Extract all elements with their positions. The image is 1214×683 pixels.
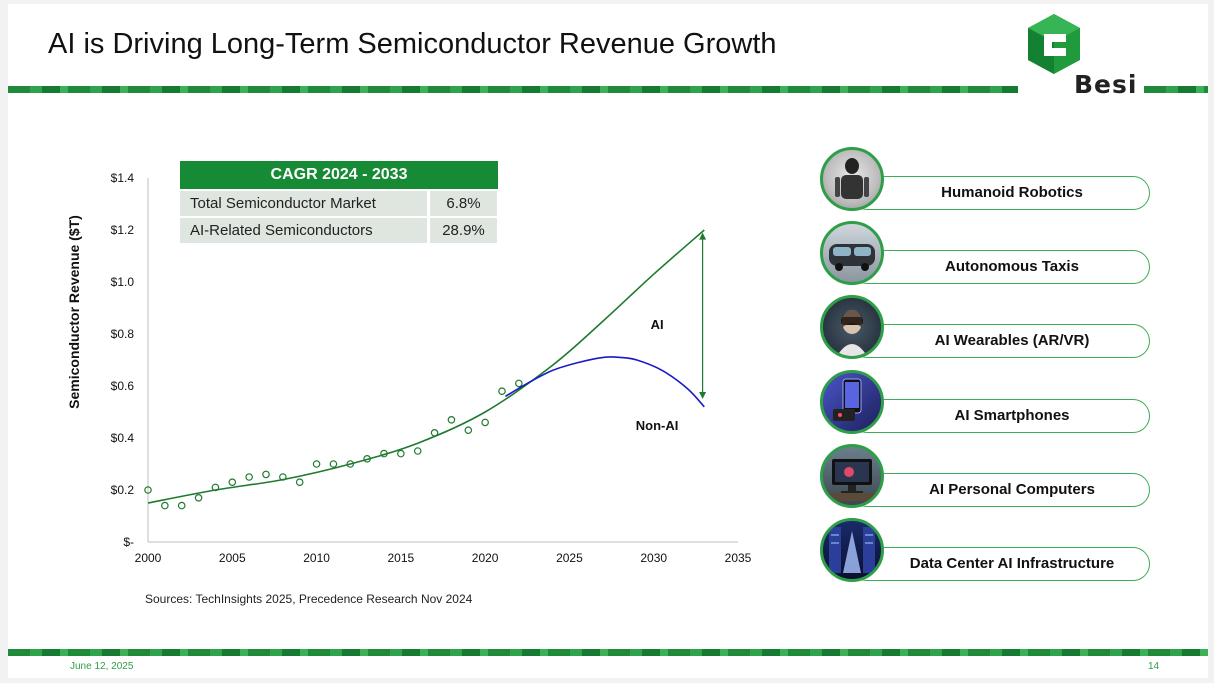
y-tick-label: $0.8 xyxy=(111,327,135,341)
y-tick-label: $1.0 xyxy=(111,275,135,289)
data-point xyxy=(481,418,489,427)
cagr-row-label: Total Semiconductor Market xyxy=(180,191,427,216)
data-point xyxy=(346,460,355,468)
x-tick-label: 2035 xyxy=(725,551,752,565)
data-point xyxy=(464,426,473,435)
cagr-row-value: 6.8% xyxy=(430,191,497,216)
application-autonomous-taxis: Autonomous Taxis xyxy=(850,250,1150,284)
computer-icon xyxy=(820,444,884,508)
series-line-non-ai xyxy=(504,356,705,408)
vr-headset-icon xyxy=(820,295,884,359)
data-point xyxy=(161,501,169,510)
gap-arrow-head-top xyxy=(699,232,707,240)
y-tick-label: $- xyxy=(123,535,134,549)
data-point xyxy=(177,501,186,510)
x-tick-label: 2020 xyxy=(472,551,499,565)
annotation-label: AI xyxy=(651,317,664,332)
cagr-row-total: Total Semiconductor Market 6.8% xyxy=(180,191,498,216)
slide: AI is Driving Long-Term Semiconductor Re… xyxy=(8,4,1208,678)
taxi-icon xyxy=(820,221,884,285)
application-ai-smartphones: AI Smartphones xyxy=(850,399,1150,433)
data-point xyxy=(228,478,237,487)
y-tick-label: $0.6 xyxy=(111,379,135,393)
application-humanoid-robotics: Humanoid Robotics xyxy=(850,176,1150,210)
data-point xyxy=(498,387,506,396)
x-tick-label: 2030 xyxy=(640,551,667,565)
x-tick-label: 2015 xyxy=(388,551,415,565)
source-note: Sources: TechInsights 2025, Precedence R… xyxy=(145,592,473,606)
cagr-row-ai: AI-Related Semiconductors 28.9% xyxy=(180,218,498,243)
besi-logo-icon xyxy=(1028,14,1080,74)
header-rule-right xyxy=(1144,86,1208,93)
application-ai-personal-computers: AI Personal Computers xyxy=(850,473,1150,507)
x-tick-label: 2010 xyxy=(303,551,330,565)
footer-date: June 12, 2025 xyxy=(70,661,134,672)
revenue-chart: 2000 2005 2010 2015 2020 2025 2030 2035 $- $0.2 $0… xyxy=(111,171,752,565)
data-point xyxy=(413,447,422,455)
y-axis-label: Semiconductor Revenue ($T) xyxy=(66,215,82,409)
header-rule xyxy=(8,86,1018,93)
cagr-table-header: CAGR 2024 - 2033 xyxy=(180,161,498,189)
smartphone-icon xyxy=(820,370,884,434)
x-tick-label: 2000 xyxy=(135,551,162,565)
slide-title: AI is Driving Long-Term Semiconductor Re… xyxy=(48,28,777,60)
robot-icon xyxy=(820,147,884,211)
data-point xyxy=(397,449,405,458)
page-number: 14 xyxy=(1148,661,1160,672)
y-tick-label: $1.2 xyxy=(111,223,135,237)
data-point xyxy=(262,470,270,479)
y-tick-label: $0.2 xyxy=(111,483,135,497)
data-point xyxy=(515,379,523,388)
data-point xyxy=(144,486,152,494)
data-point xyxy=(295,478,304,487)
annotation-label: Non-AI xyxy=(636,418,679,433)
y-tick-label: $1.4 xyxy=(111,171,135,185)
gap-arrow-head-bottom xyxy=(699,392,707,399)
application-data-center-ai: Data Center AI Infrastructure xyxy=(850,547,1150,581)
cagr-table: CAGR 2024 - 2033 Total Semiconductor Mar… xyxy=(180,161,498,243)
cagr-row-label: AI-Related Semiconductors xyxy=(180,218,427,243)
cagr-row-value: 28.9% xyxy=(430,218,497,243)
data-point xyxy=(312,460,321,468)
application-ai-wearables: AI Wearables (AR/VR) xyxy=(850,324,1150,358)
data-point xyxy=(194,493,203,502)
data-point xyxy=(329,460,338,468)
x-tick-label: 2005 xyxy=(219,551,246,565)
series-line-ai xyxy=(147,229,705,504)
data-point xyxy=(447,415,456,424)
data-point xyxy=(245,473,253,481)
logo-text: Besi xyxy=(1074,70,1138,99)
y-tick-label: $0.4 xyxy=(111,431,135,445)
server-icon xyxy=(820,518,884,582)
footer-rule xyxy=(8,649,1208,656)
x-tick-label: 2025 xyxy=(556,551,583,565)
